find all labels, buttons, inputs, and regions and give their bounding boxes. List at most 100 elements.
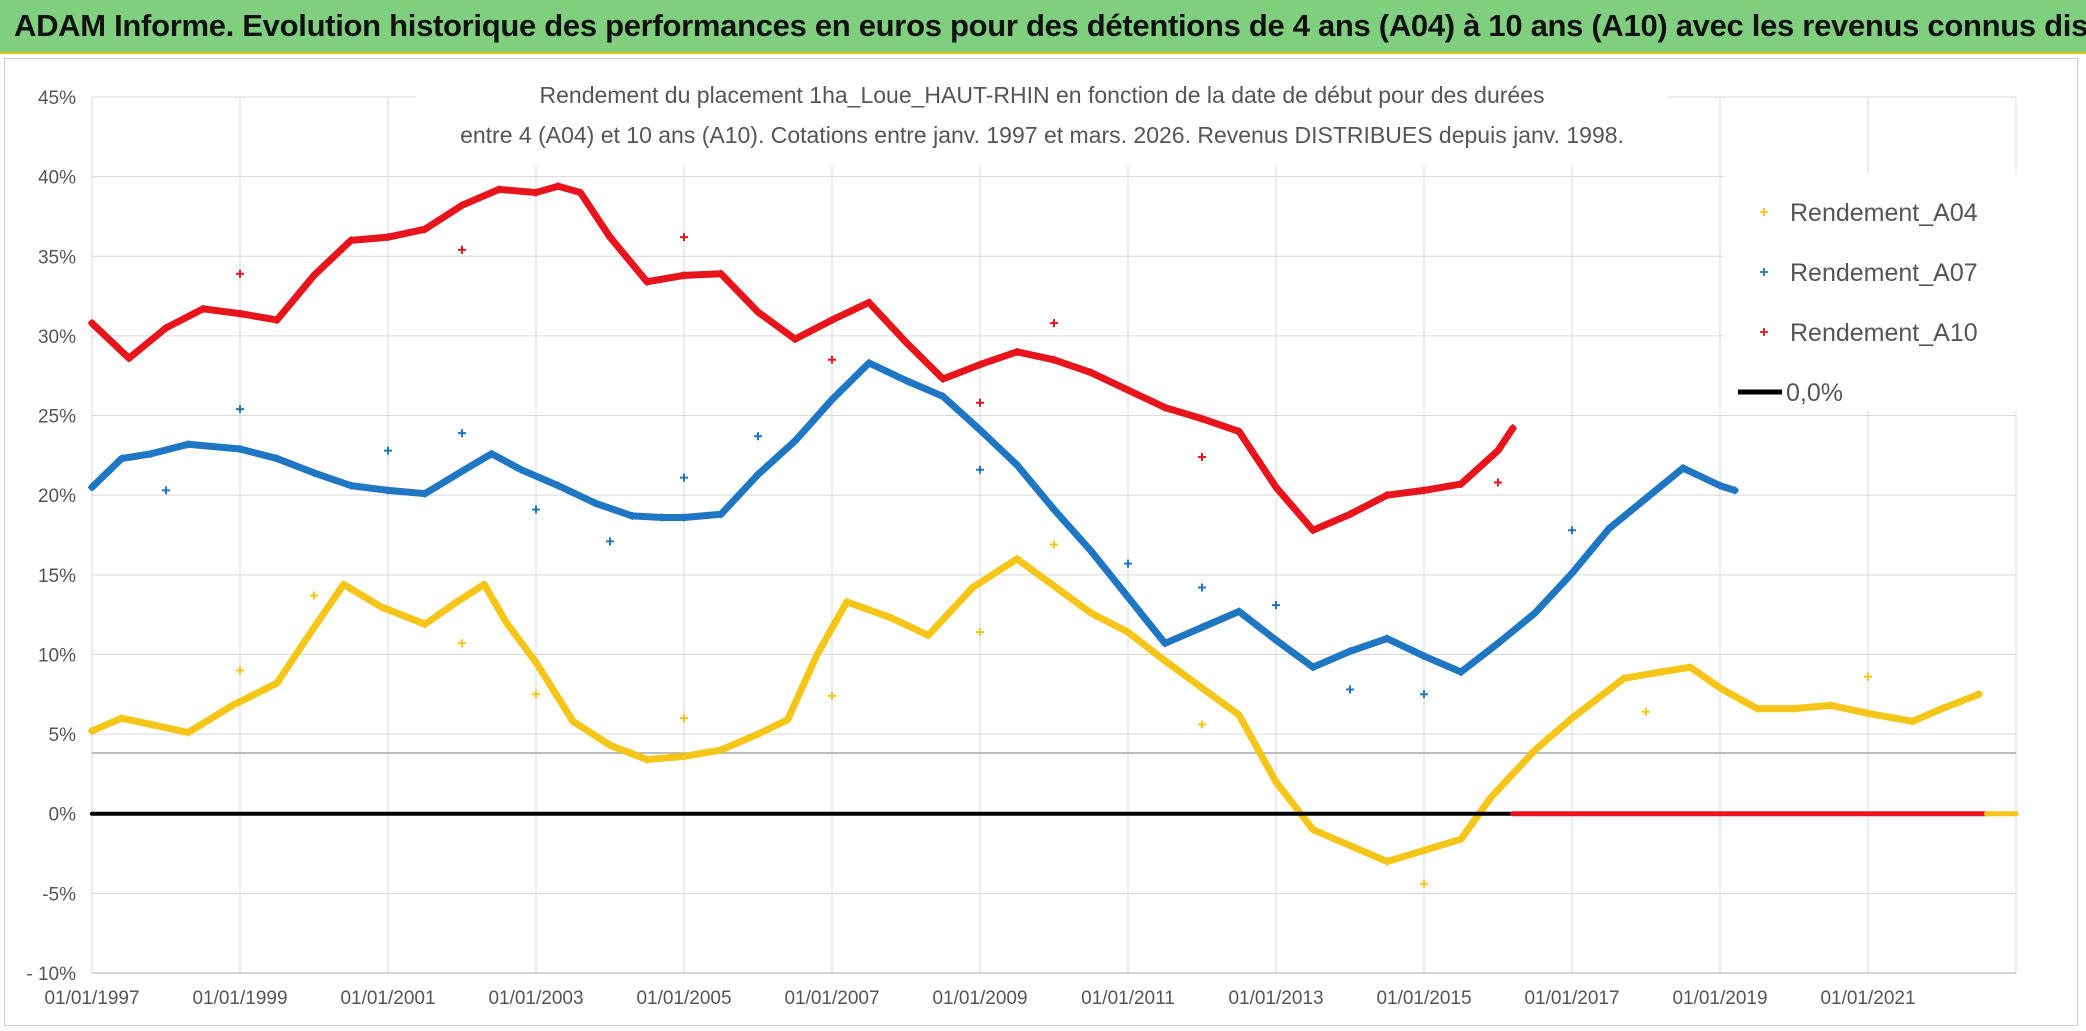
data-point <box>1198 683 1206 692</box>
y-tick-label: 45% <box>38 88 76 109</box>
outlier-point <box>680 233 688 242</box>
data-point <box>1346 841 1354 850</box>
legend-label: Rendement_A04 <box>1790 199 1978 227</box>
data-point <box>1124 628 1132 637</box>
x-tick-label: 01/01/2003 <box>488 988 583 1009</box>
data-point <box>1272 777 1280 786</box>
series-rendement-a04 <box>88 540 1983 888</box>
data-point <box>1124 386 1132 395</box>
axis-labels: 45% 40% 35% 30% 25% 20% 15% 10% 5% 0% -5% - 10% 01/0… <box>26 88 1915 1009</box>
outlier-point <box>532 690 540 699</box>
data-point <box>1568 569 1576 578</box>
data-point <box>1198 623 1206 632</box>
data-point <box>1087 546 1095 555</box>
data-point <box>828 395 836 404</box>
data-point <box>339 580 348 589</box>
data-point <box>1679 464 1687 473</box>
x-tick-label: 01/01/2007 <box>784 988 879 1009</box>
data-point <box>487 449 496 458</box>
data-point <box>657 513 666 522</box>
data-point <box>902 376 910 385</box>
data-point <box>569 717 577 726</box>
data-point <box>1619 674 1628 683</box>
data-point <box>310 271 318 280</box>
data-point <box>310 468 318 477</box>
data-point <box>754 470 762 479</box>
legend-item: Rendement_A10 <box>1760 319 1978 347</box>
chart-title-line-1: Rendement du placement 1ha_Loue_HAUT-RHI… <box>540 82 1545 108</box>
data-point <box>1050 355 1058 364</box>
outlier-point <box>1272 601 1280 610</box>
data-point <box>162 323 170 332</box>
data-point <box>1494 639 1502 648</box>
outlier-point <box>236 405 244 414</box>
outlier-point <box>162 486 170 495</box>
legend-marker-plus <box>1760 328 1768 336</box>
data-point <box>347 481 355 490</box>
data-point <box>1457 480 1465 489</box>
y-tick-label: 35% <box>38 247 76 268</box>
data-point <box>117 454 126 463</box>
data-point <box>1161 656 1169 665</box>
data-point <box>236 309 244 318</box>
data-point <box>1235 710 1243 719</box>
y-tick-label: 25% <box>38 407 76 428</box>
data-point <box>1383 491 1391 500</box>
outlier-point <box>1124 559 1132 568</box>
data-point <box>754 730 762 739</box>
data-point <box>591 499 600 508</box>
outlier-point <box>1864 672 1872 681</box>
y-tick-label: 15% <box>38 566 76 587</box>
data-point <box>717 269 725 278</box>
data-point <box>976 360 984 369</box>
data-point <box>1508 424 1517 433</box>
data-point <box>643 277 651 286</box>
data-point <box>1827 701 1835 710</box>
data-point <box>865 358 873 367</box>
x-tick-label: 01/01/2021 <box>1820 988 1915 1009</box>
chart-title-line-2: entre 4 (A04) et 10 ans (A10). Cotations… <box>460 122 1624 148</box>
outlier-point <box>1050 319 1058 328</box>
outlier-point <box>1050 540 1058 549</box>
data-point <box>1864 709 1872 718</box>
data-point <box>236 444 244 453</box>
data-point <box>1309 663 1317 672</box>
data-point <box>1161 639 1169 648</box>
data-point <box>376 602 385 611</box>
data-point <box>1346 510 1354 519</box>
data-point <box>606 741 614 750</box>
data-point <box>384 486 392 495</box>
data-point <box>347 236 355 245</box>
data-point <box>887 613 896 622</box>
data-point <box>88 319 96 328</box>
data-point <box>147 449 156 458</box>
outlier-point <box>236 269 244 278</box>
legend-item: Rendement_A07 <box>1760 259 1978 287</box>
data-point <box>1013 460 1021 469</box>
data-point <box>1753 704 1761 713</box>
data-point <box>1087 609 1095 618</box>
outlier-point <box>532 505 540 514</box>
data-point <box>1686 663 1695 672</box>
data-point <box>1908 717 1917 726</box>
legend-marker-plus <box>1760 268 1768 276</box>
data-point <box>628 511 637 520</box>
data-point <box>199 304 207 313</box>
data-point <box>1235 607 1243 616</box>
x-tick-label: 01/01/1997 <box>44 988 139 1009</box>
outlier-point <box>236 666 244 675</box>
y-tick-label: 0% <box>49 805 77 826</box>
data-point <box>1716 683 1724 692</box>
y-tick-label: - 10% <box>26 964 76 985</box>
data-point <box>1568 714 1576 723</box>
data-point <box>502 618 511 627</box>
data-point <box>495 185 503 194</box>
data-point <box>680 271 688 280</box>
data-point <box>576 188 585 197</box>
data-point <box>1420 652 1428 661</box>
data-point <box>1050 505 1058 514</box>
data-point <box>1656 667 1665 676</box>
data-point <box>1013 347 1021 356</box>
data-point <box>532 188 540 197</box>
outlier-point <box>1198 452 1206 461</box>
